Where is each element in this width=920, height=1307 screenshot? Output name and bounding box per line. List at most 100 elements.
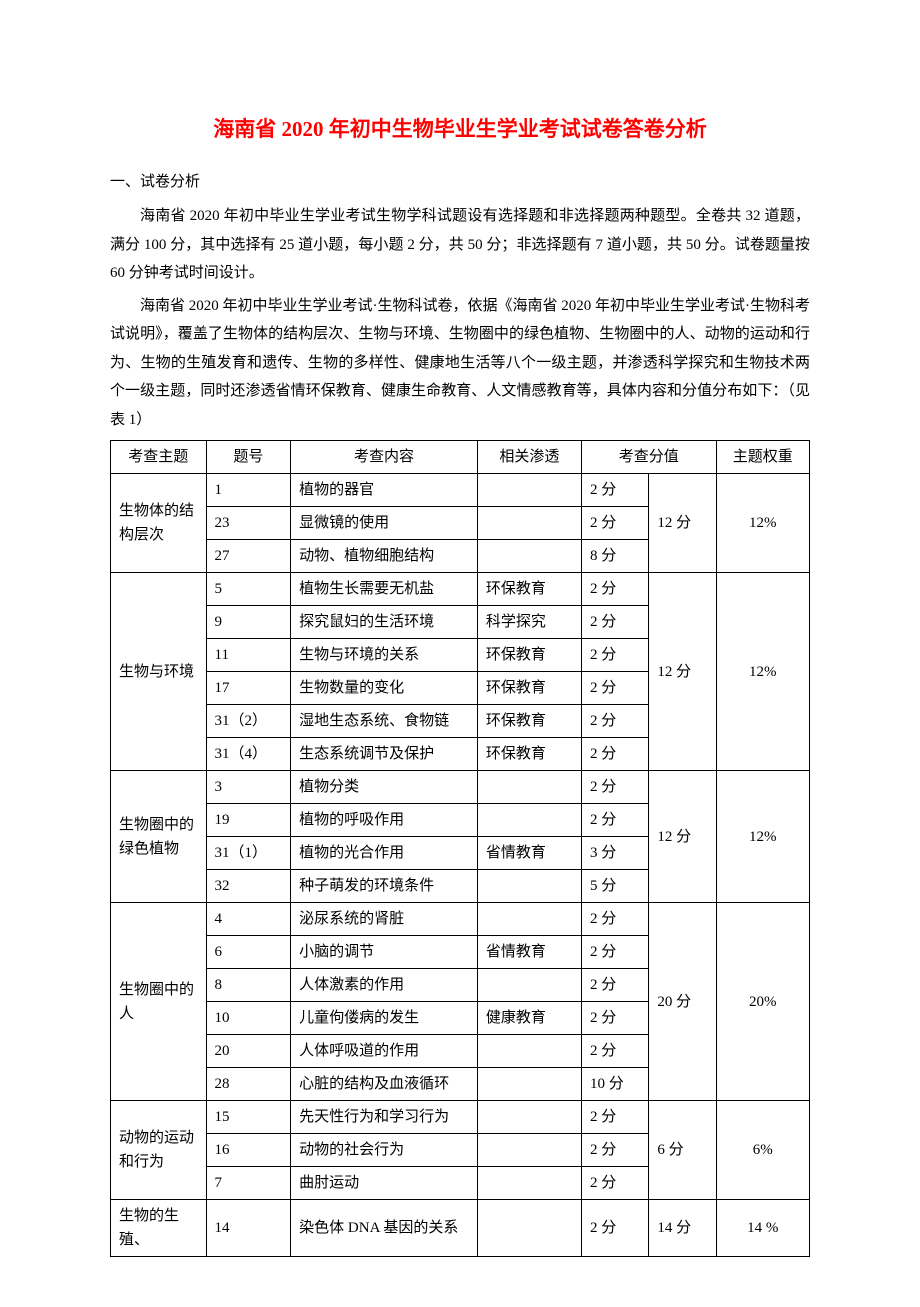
cell-qnum: 1 <box>206 474 291 507</box>
cell-score: 10 分 <box>582 1068 649 1101</box>
cell-score: 8 分 <box>582 540 649 573</box>
cell-permeate: 环保教育 <box>477 573 581 606</box>
cell-qnum: 31（4） <box>206 738 291 771</box>
cell-content: 曲肘运动 <box>291 1167 478 1200</box>
cell-qnum: 23 <box>206 507 291 540</box>
cell-content: 动物的社会行为 <box>291 1134 478 1167</box>
cell-permeate <box>477 804 581 837</box>
cell-score: 2 分 <box>582 1035 649 1068</box>
cell-score: 2 分 <box>582 1002 649 1035</box>
table-row: 生物与环境5植物生长需要无机盐环保教育2 分12 分12% <box>111 573 810 606</box>
cell-score: 2 分 <box>582 1134 649 1167</box>
cell-content: 种子萌发的环境条件 <box>291 870 478 903</box>
cell-weight: 12% <box>716 771 809 903</box>
cell-content: 探究鼠妇的生活环境 <box>291 606 478 639</box>
cell-score: 2 分 <box>582 573 649 606</box>
cell-score: 5 分 <box>582 870 649 903</box>
table-row: 生物的生殖、14染色体 DNA 基因的关系2 分14 分14 % <box>111 1200 810 1257</box>
cell-total: 12 分 <box>649 474 716 573</box>
paragraph-1: 海南省 2020 年初中毕业生学业考试生物学科试题设有选择题和非选择题两种题型。… <box>110 202 810 288</box>
cell-score: 2 分 <box>582 606 649 639</box>
cell-qnum: 5 <box>206 573 291 606</box>
cell-theme: 生物的生殖、 <box>111 1200 207 1257</box>
th-weight: 主题权重 <box>716 441 809 474</box>
cell-qnum: 32 <box>206 870 291 903</box>
cell-weight: 12% <box>716 573 809 771</box>
cell-permeate <box>477 507 581 540</box>
cell-score: 2 分 <box>582 738 649 771</box>
section-1-heading: 一、试卷分析 <box>110 168 810 197</box>
cell-theme: 生物圈中的绿色植物 <box>111 771 207 903</box>
cell-permeate <box>477 1200 581 1257</box>
cell-content: 泌尿系统的肾脏 <box>291 903 478 936</box>
cell-total: 6 分 <box>649 1101 716 1200</box>
cell-permeate <box>477 474 581 507</box>
cell-permeate <box>477 1101 581 1134</box>
table-header-row: 考查主题题号考查内容相关渗透考查分值主题权重 <box>111 441 810 474</box>
cell-content: 植物的光合作用 <box>291 837 478 870</box>
cell-content: 植物的呼吸作用 <box>291 804 478 837</box>
cell-qnum: 14 <box>206 1200 291 1257</box>
cell-total: 14 分 <box>649 1200 716 1257</box>
cell-qnum: 9 <box>206 606 291 639</box>
cell-qnum: 31（1） <box>206 837 291 870</box>
cell-total: 12 分 <box>649 771 716 903</box>
cell-qnum: 27 <box>206 540 291 573</box>
cell-score: 2 分 <box>582 1101 649 1134</box>
cell-weight: 6% <box>716 1101 809 1200</box>
cell-permeate: 健康教育 <box>477 1002 581 1035</box>
table-row: 生物圈中的人4泌尿系统的肾脏2 分20 分20% <box>111 903 810 936</box>
cell-permeate: 环保教育 <box>477 738 581 771</box>
cell-score: 2 分 <box>582 1167 649 1200</box>
cell-permeate: 科学探究 <box>477 606 581 639</box>
cell-content: 显微镜的使用 <box>291 507 478 540</box>
analysis-table: 考查主题题号考查内容相关渗透考查分值主题权重生物体的结构层次1植物的器官2 分1… <box>110 440 810 1257</box>
cell-theme: 生物体的结构层次 <box>111 474 207 573</box>
cell-permeate: 省情教育 <box>477 936 581 969</box>
document-title: 海南省 2020 年初中生物毕业生学业考试试卷答卷分析 <box>110 110 810 150</box>
cell-qnum: 17 <box>206 672 291 705</box>
cell-permeate: 环保教育 <box>477 705 581 738</box>
cell-score: 2 分 <box>582 639 649 672</box>
cell-score: 2 分 <box>582 1200 649 1257</box>
cell-total: 20 分 <box>649 903 716 1101</box>
cell-theme: 生物圈中的人 <box>111 903 207 1101</box>
cell-content: 心脏的结构及血液循环 <box>291 1068 478 1101</box>
cell-permeate <box>477 1035 581 1068</box>
cell-score: 2 分 <box>582 804 649 837</box>
cell-content: 儿童佝偻病的发生 <box>291 1002 478 1035</box>
cell-content: 湿地生态系统、食物链 <box>291 705 478 738</box>
cell-score: 2 分 <box>582 969 649 1002</box>
cell-score: 2 分 <box>582 672 649 705</box>
cell-permeate: 环保教育 <box>477 639 581 672</box>
cell-score: 2 分 <box>582 705 649 738</box>
cell-qnum: 31（2） <box>206 705 291 738</box>
cell-theme: 生物与环境 <box>111 573 207 771</box>
cell-qnum: 6 <box>206 936 291 969</box>
cell-permeate <box>477 1068 581 1101</box>
cell-weight: 12% <box>716 474 809 573</box>
cell-weight: 14 % <box>716 1200 809 1257</box>
cell-score: 2 分 <box>582 474 649 507</box>
th-score: 考查分值 <box>582 441 717 474</box>
cell-qnum: 20 <box>206 1035 291 1068</box>
cell-permeate: 环保教育 <box>477 672 581 705</box>
th-permeate: 相关渗透 <box>477 441 581 474</box>
cell-theme: 动物的运动和行为 <box>111 1101 207 1200</box>
table-row: 动物的运动和行为15先天性行为和学习行为2 分6 分6% <box>111 1101 810 1134</box>
cell-qnum: 15 <box>206 1101 291 1134</box>
table-row: 生物圈中的绿色植物3植物分类2 分12 分12% <box>111 771 810 804</box>
cell-content: 植物生长需要无机盐 <box>291 573 478 606</box>
cell-content: 小脑的调节 <box>291 936 478 969</box>
cell-content: 植物的器官 <box>291 474 478 507</box>
cell-permeate <box>477 870 581 903</box>
cell-content: 生物数量的变化 <box>291 672 478 705</box>
cell-weight: 20% <box>716 903 809 1101</box>
cell-qnum: 28 <box>206 1068 291 1101</box>
cell-content: 先天性行为和学习行为 <box>291 1101 478 1134</box>
cell-permeate: 省情教育 <box>477 837 581 870</box>
cell-content: 生态系统调节及保护 <box>291 738 478 771</box>
th-content: 考查内容 <box>291 441 478 474</box>
cell-permeate <box>477 903 581 936</box>
cell-content: 植物分类 <box>291 771 478 804</box>
